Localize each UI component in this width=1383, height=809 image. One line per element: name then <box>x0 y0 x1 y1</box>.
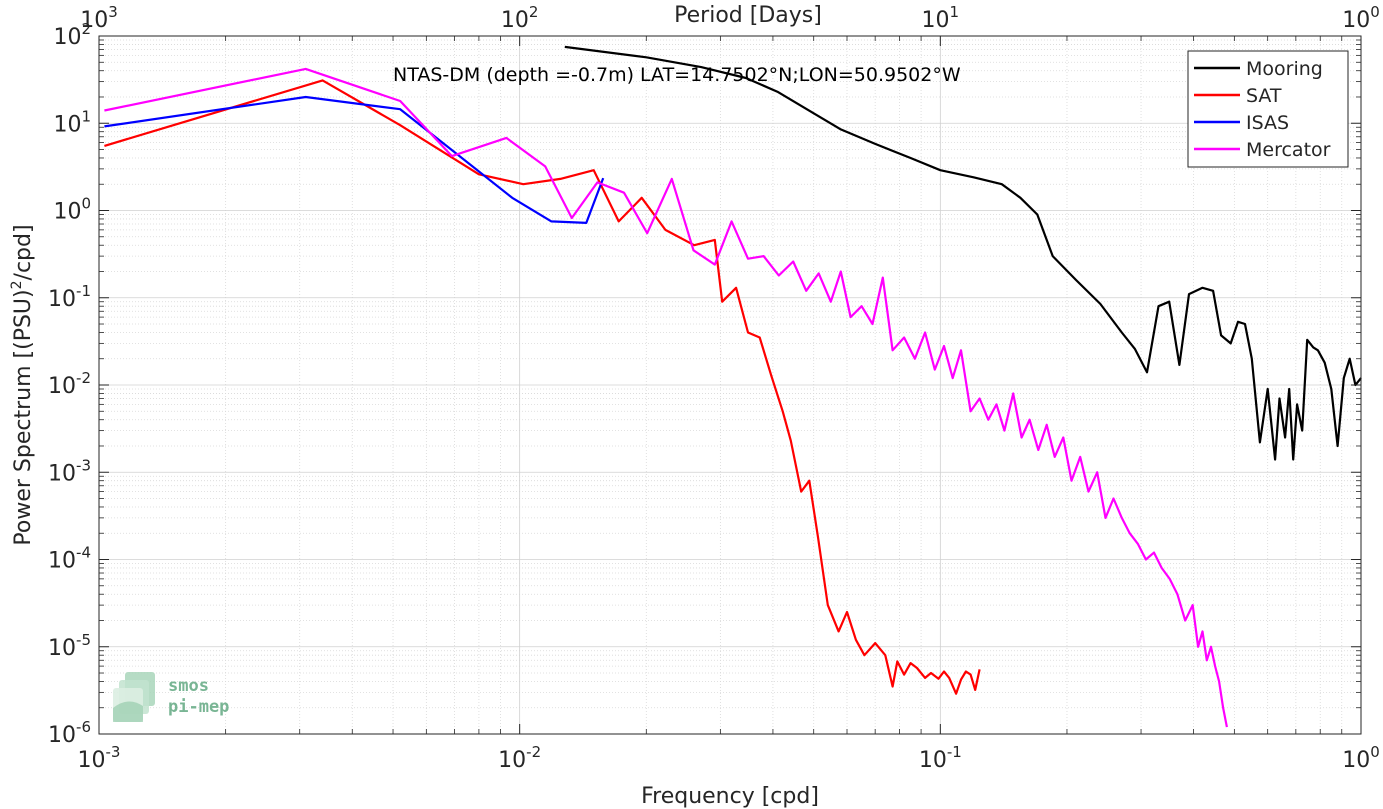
series-line-mooring <box>564 45 1362 461</box>
top-tick-label: 100 <box>1342 3 1380 33</box>
y-tick-label: 10-1 <box>48 282 91 312</box>
y-axis-title-main: Power Spectrum [(PSU) <box>11 289 36 545</box>
legend-box <box>1187 50 1349 168</box>
y-tick-label: 10-6 <box>48 718 91 748</box>
y-tick-label: 102 <box>53 20 91 50</box>
y-tick-label: 10-5 <box>48 631 91 661</box>
smos-pi-mep-logo: smos pi-mep <box>113 672 229 722</box>
y-tick-label: 101 <box>53 107 91 137</box>
legend-label-isas: ISAS <box>1246 112 1289 134</box>
y-tick-label: 10-2 <box>48 369 91 399</box>
legend-label-mooring: Mooring <box>1246 58 1323 80</box>
series-line-mercator <box>104 67 1228 728</box>
series-line-isas <box>104 95 605 224</box>
top-tick-label: 101 <box>922 3 960 33</box>
legend-items: Mooring SAT ISAS Mercator <box>1194 58 1331 161</box>
x-tick-label: 100 <box>1342 743 1380 773</box>
y-axis-title-end: /cpd] <box>11 224 36 280</box>
chart-title: NTAS-DM (depth =-0.7m) LAT=14.7502°N;LON… <box>393 64 961 86</box>
y-axis-title: Power Spectrum [(PSU)2/cpd] <box>9 224 36 545</box>
axis-ticks <box>98 35 1362 735</box>
series-line-sat <box>104 79 981 695</box>
y-axis-title-sup: 2 <box>9 280 25 289</box>
series-layer <box>104 45 1362 728</box>
y-tick-label: 10-4 <box>48 544 91 574</box>
top-tick-label: 103 <box>80 3 118 33</box>
legend-label-sat: SAT <box>1246 85 1282 107</box>
top-tick-label: 102 <box>501 3 539 33</box>
legend: Mooring SAT ISAS Mercator <box>1187 50 1349 168</box>
x-tick-label: 10-2 <box>498 743 541 773</box>
x-tick-label: 10-3 <box>78 743 121 773</box>
logo-text-smos: smos <box>168 676 209 696</box>
logo-emblem-icon <box>113 672 155 722</box>
legend-label-mercator: Mercator <box>1246 139 1331 161</box>
y-tick-label: 100 <box>53 195 91 225</box>
x-axis-title: Frequency [cpd] <box>641 784 819 809</box>
x-tick-label: 10-1 <box>919 743 962 773</box>
y-tick-label: 10-3 <box>48 456 91 486</box>
top-axis-title: Period [Days] <box>674 3 822 28</box>
logo-text-pi-mep: pi-mep <box>168 697 229 717</box>
